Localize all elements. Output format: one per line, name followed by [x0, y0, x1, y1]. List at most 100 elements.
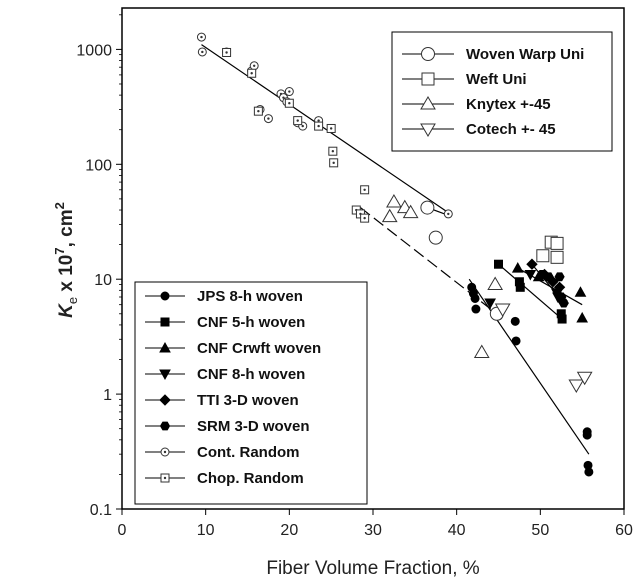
data-point — [328, 146, 338, 156]
data-point — [511, 262, 524, 273]
y-tick-label: 1000 — [76, 42, 112, 59]
data-point-shape — [558, 298, 569, 308]
data-point-dot — [201, 50, 204, 54]
legend-marker-shape — [160, 317, 170, 327]
legend-marker — [160, 291, 170, 301]
legend-marker-shape — [421, 47, 435, 61]
legend-marker — [159, 341, 171, 353]
data-point — [196, 32, 206, 42]
data-point-dot — [447, 212, 450, 216]
legend-marker-shape — [159, 421, 171, 431]
data-point — [360, 213, 370, 223]
data-point — [484, 298, 496, 310]
legend-label: SRM 3-D woven — [197, 418, 310, 435]
data-point — [443, 209, 453, 219]
series-weft-uni — [536, 235, 564, 264]
data-point-dot — [332, 161, 335, 165]
data-point-shape — [511, 336, 521, 346]
legend-entry: Cont. Random — [145, 444, 300, 461]
data-point-shape — [576, 371, 593, 386]
data-point — [550, 250, 564, 264]
data-point-dot — [301, 124, 304, 128]
data-point-shape — [543, 272, 554, 282]
legend-label: Knytex +-45 — [466, 96, 551, 113]
y-tick-label: 1 — [103, 387, 112, 404]
legend-marker-shape — [420, 96, 436, 110]
data-point-dot — [252, 64, 256, 67]
legend-entry: CNF 8-h woven — [145, 366, 305, 383]
data-point — [543, 272, 554, 282]
data-point — [494, 259, 503, 269]
legend-marker — [160, 473, 170, 483]
data-point-shape — [584, 467, 594, 477]
data-point — [402, 204, 419, 219]
data-point — [584, 467, 594, 477]
data-point-shape — [524, 269, 537, 281]
legend-entry: CNF 5-h woven — [145, 314, 305, 331]
data-point — [574, 286, 587, 297]
data-point — [222, 47, 232, 57]
data-point — [494, 303, 511, 318]
x-tick-label: 20 — [280, 522, 298, 539]
data-point — [197, 47, 207, 57]
data-point — [386, 193, 402, 208]
data-point-shape — [470, 293, 480, 303]
data-point — [536, 249, 550, 263]
y-axis-title-main: K — [56, 303, 77, 318]
data-point-shape — [494, 303, 511, 318]
x-tick-label: 40 — [448, 522, 466, 539]
data-point-dot — [288, 90, 291, 93]
data-point-dot — [317, 124, 320, 128]
data-points — [196, 32, 594, 477]
legend-entry: JPS 8-h woven — [145, 288, 303, 305]
legend-label: Cont. Random — [197, 444, 300, 461]
legend-label: Chop. Random — [197, 470, 304, 487]
data-point — [293, 116, 303, 126]
data-point-shape — [428, 230, 443, 245]
legend-marker-shape — [159, 394, 171, 406]
data-point — [471, 304, 481, 314]
trendline — [498, 263, 563, 320]
y-axis-title-sup: 7 — [52, 247, 67, 254]
data-point — [249, 61, 259, 71]
legend-label: CNF Crwft woven — [197, 340, 321, 357]
series-srm-3-d-woven — [536, 270, 569, 308]
legend-top-right: Woven Warp Uni Weft Uni Knytex +-45 Cotech … — [391, 31, 613, 152]
data-point-shape — [484, 298, 496, 310]
data-point-shape — [471, 304, 481, 314]
data-point-dot — [267, 117, 270, 120]
legend-marker — [159, 369, 171, 381]
x-tick-label: 0 — [118, 522, 127, 539]
data-point-dot — [331, 150, 335, 153]
data-point — [511, 336, 521, 346]
data-point — [284, 98, 294, 108]
data-point — [428, 230, 443, 245]
data-point-shape — [515, 282, 525, 292]
y-axis-title-sub: e — [65, 297, 80, 304]
legend-marker — [160, 447, 170, 457]
legend-entry: Chop. Random — [145, 470, 304, 487]
data-point-shape — [568, 379, 585, 393]
data-point-shape — [511, 262, 524, 273]
legend-marker-shape — [421, 72, 435, 86]
x-axis-title: Fiber Volume Fraction, % — [266, 558, 479, 579]
data-point — [515, 282, 525, 292]
data-point — [473, 344, 490, 359]
legend-top-right-items: Woven Warp Uni Weft Uni Knytex +-45 Cotech … — [402, 46, 584, 138]
axis-ticks: 0 10 20 30 40 50 60 0.1 1 10 100 1000 — [76, 14, 633, 539]
legend-marker-shape — [420, 123, 436, 137]
series-cnf-5-h-woven — [494, 259, 567, 324]
data-point — [568, 379, 585, 393]
data-point-dot — [225, 51, 228, 54]
data-point-dot — [296, 119, 299, 122]
data-point-dot — [257, 109, 260, 113]
data-point-shape — [554, 272, 565, 282]
data-point — [470, 293, 480, 303]
legend-entry: Woven Warp Uni — [402, 46, 584, 63]
legend-entry: Knytex +-45 — [402, 96, 551, 113]
data-point-shape — [550, 250, 564, 264]
y-axis-title-tail: , cm — [56, 209, 77, 247]
data-point — [360, 185, 370, 195]
data-point-dot — [363, 216, 366, 220]
